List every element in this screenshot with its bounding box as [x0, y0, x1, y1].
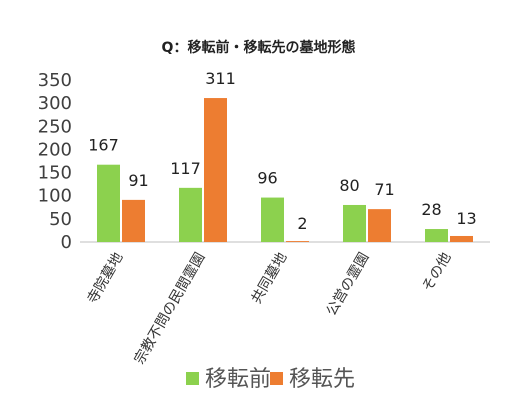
- bar-after: [286, 241, 309, 242]
- legend-label: 移転前: [205, 367, 271, 392]
- chart-legend: 移転前 移転先: [186, 367, 355, 392]
- bar-after: [204, 98, 227, 243]
- legend-swatch: [270, 372, 283, 385]
- bar-before: [97, 164, 120, 242]
- bar-after: [450, 235, 473, 242]
- bar-after: [122, 199, 145, 242]
- data-label: 13: [456, 209, 476, 228]
- chart-title: Q：移転前・移転先の墓地形態: [161, 40, 356, 56]
- data-label: 71: [374, 180, 394, 199]
- category-label: 共同墓地: [249, 250, 291, 306]
- y-tick-label: 150: [38, 163, 72, 184]
- bar-before: [425, 229, 448, 242]
- data-label: 80: [339, 176, 359, 195]
- bar-before: [261, 197, 284, 242]
- y-tick-label: 300: [38, 93, 72, 114]
- legend-swatch: [186, 372, 199, 385]
- category-label: 寺院墓地: [85, 250, 127, 306]
- data-label: 96: [257, 169, 277, 188]
- chart-bars: [97, 98, 473, 243]
- data-label: 311: [205, 69, 236, 88]
- data-label: 117: [170, 159, 201, 178]
- y-tick-label: 250: [38, 116, 72, 137]
- legend-label: 移転先: [289, 367, 355, 392]
- bar-after: [368, 209, 391, 242]
- bar-before: [343, 204, 366, 242]
- y-tick-label: 100: [38, 186, 72, 207]
- y-tick-label: 0: [61, 232, 72, 253]
- category-label: 宗教不問の民間霊園: [132, 250, 209, 367]
- bar-before: [179, 187, 202, 242]
- data-labels: 167 91 117 311 96 2 80 71 28 13: [88, 69, 476, 233]
- y-tick-label: 50: [49, 209, 72, 230]
- data-label: 167: [88, 136, 119, 155]
- category-label: その他: [420, 250, 455, 294]
- y-tick-label: 350: [38, 70, 72, 91]
- data-label: 2: [297, 214, 307, 233]
- data-label: 91: [128, 171, 148, 190]
- category-label: 公営の霊園: [324, 250, 373, 319]
- category-labels: 寺院墓地 宗教不問の民間霊園 共同墓地 公営の霊園 その他: [85, 250, 455, 367]
- y-tick-label: 200: [38, 139, 72, 160]
- data-label: 28: [421, 200, 441, 219]
